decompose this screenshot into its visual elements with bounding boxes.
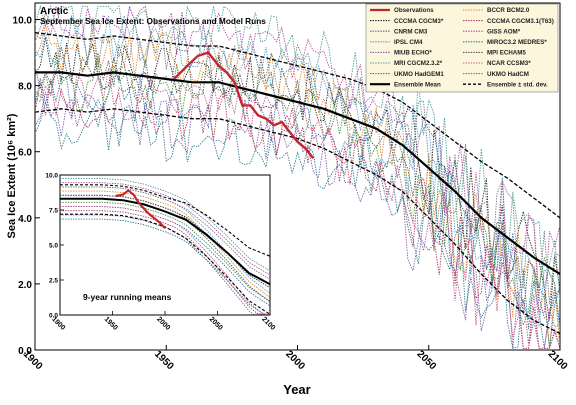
legend-entry: NCAR CCSM3* [463, 60, 531, 67]
legend-label: BCCR BCM2.0 [487, 7, 530, 14]
y-tick-label: 4.0 [18, 214, 32, 225]
chart-title: Arctic [40, 6, 69, 17]
legend-entry: MIUB ECHO* [370, 50, 432, 57]
inset-y-tick-label: 10.0 [45, 173, 58, 180]
legend-label: MIROC3.2 MEDRES* [487, 39, 547, 46]
legend-label: IPSL CM4 [394, 39, 423, 46]
inset-model-run-line [60, 186, 270, 280]
legend-label: CCCMA CGCM3.1(T63) [487, 18, 554, 25]
x-axis-label: Year [283, 382, 310, 397]
legend-entry: Observations [370, 7, 434, 14]
y-tick-label: 10.0 [13, 16, 33, 27]
legend-label: CCCMA CGCM3* [394, 18, 444, 25]
inset-std-upper-line [60, 184, 270, 257]
legend-entry: MRI CGCM2.3.2* [370, 60, 443, 67]
observations-line [173, 51, 315, 160]
y-tick-label: 0.0 [18, 346, 32, 357]
y-tick-label: 6.0 [18, 148, 32, 159]
legend-label: NCAR CCSM3* [487, 60, 531, 67]
legend-label: UKMO HadCM [487, 71, 529, 78]
inset-y-tick-label: 7.5 [49, 208, 58, 215]
legend-label: GISS AOM* [487, 28, 521, 35]
legend-entry: GISS AOM* [463, 28, 521, 35]
inset-model-run-line [60, 194, 270, 303]
legend-entry: IPSL CM4 [370, 39, 423, 46]
inset-y-tick-label: 0.0 [49, 313, 58, 320]
model-run-line [35, 4, 560, 300]
model-run-line [35, 44, 560, 319]
model-run-line [35, 91, 560, 349]
legend: Observations CCCMA CGCM3* CNRM CM3 IPSL CM4… [365, 3, 559, 93]
ensemble-std-upper-line [35, 32, 560, 219]
inset-model-run-line [60, 201, 270, 303]
legend-label: Ensemble ± std. dev. [487, 81, 548, 88]
inset-y-tick-label: 5.0 [49, 243, 58, 250]
legend-entry: Ensemble ± std. dev. [463, 81, 548, 88]
legend-entry: UKMO HadCM [463, 71, 529, 78]
legend-label: Observations [394, 7, 434, 14]
inset-model-run-line [60, 178, 270, 272]
y-tick-label: 8.0 [18, 82, 32, 93]
inset-model-run-line [60, 182, 270, 276]
x-tick-label: 2050 [415, 349, 439, 373]
legend-label: MPI ECHAM5 [487, 50, 526, 57]
y-axis-label: Sea Ice Extent (10⁶ km²) [6, 113, 18, 238]
ensemble-std-lower-line [35, 108, 560, 335]
inset-y-tick-label: 2.5 [49, 278, 58, 285]
legend-entry: CCCMA CGCM3.1(T63) [463, 18, 554, 25]
legend-entry: CCCMA CGCM3* [370, 18, 444, 25]
y-tick-label: 2.0 [18, 280, 32, 291]
legend-label: Ensemble Mean [394, 81, 441, 88]
inset-model-run-line [60, 218, 270, 315]
model-run-line [35, 68, 560, 349]
inset-ensemble-mean-line [60, 197, 270, 286]
legend-entry: MIROC3.2 MEDRES* [463, 39, 547, 46]
inset-model-run-line [60, 206, 270, 315]
legend-label: MRI CGCM2.3.2* [394, 60, 443, 67]
inset-annotation: 9-year running means [83, 292, 172, 302]
model-run-line [35, 5, 560, 314]
legend-entry: CNRM CM3 [370, 28, 428, 35]
legend-label: MIUB ECHO* [394, 50, 432, 57]
ensemble-mean-line [35, 71, 560, 275]
inset-observations-line [115, 188, 166, 229]
model-run-line [35, 101, 560, 349]
x-tick-label: 2000 [283, 349, 307, 373]
x-tick-label: 2100 [546, 349, 570, 373]
legend-label: CNRM CM3 [394, 28, 428, 35]
model-run-line [35, 12, 560, 305]
x-tick-label: 1950 [152, 349, 176, 373]
legend-label: UKMO HadGEM1 [394, 71, 444, 78]
inset-model-run-line [60, 190, 270, 298]
legend-entry: BCCR BCM2.0 [463, 7, 530, 14]
legend-entry: MPI ECHAM5 [463, 50, 526, 57]
legend-box [365, 3, 559, 93]
legend-entry: Ensemble Mean [370, 81, 441, 88]
chart-subtitle: September Sea Ice Extent: Observations a… [40, 16, 266, 26]
legend-entry: UKMO HadGEM1 [370, 71, 444, 78]
